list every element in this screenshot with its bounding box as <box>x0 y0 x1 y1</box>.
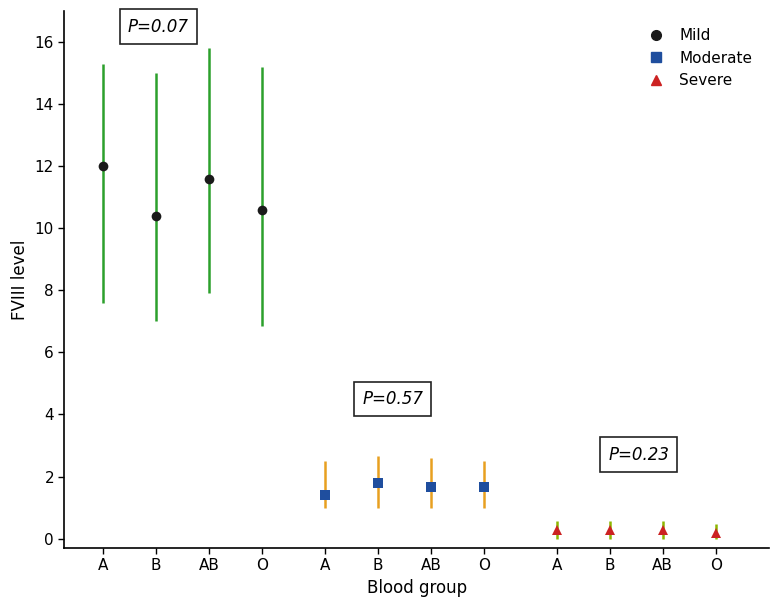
Y-axis label: FVIII level: FVIII level <box>11 240 29 320</box>
Text: P=0.07: P=0.07 <box>128 18 189 36</box>
X-axis label: Blood group: Blood group <box>367 579 466 597</box>
Text: P=0.23: P=0.23 <box>608 446 669 464</box>
Legend: Mild, Moderate, Severe: Mild, Moderate, Severe <box>632 19 761 97</box>
Text: P=0.57: P=0.57 <box>362 390 423 408</box>
